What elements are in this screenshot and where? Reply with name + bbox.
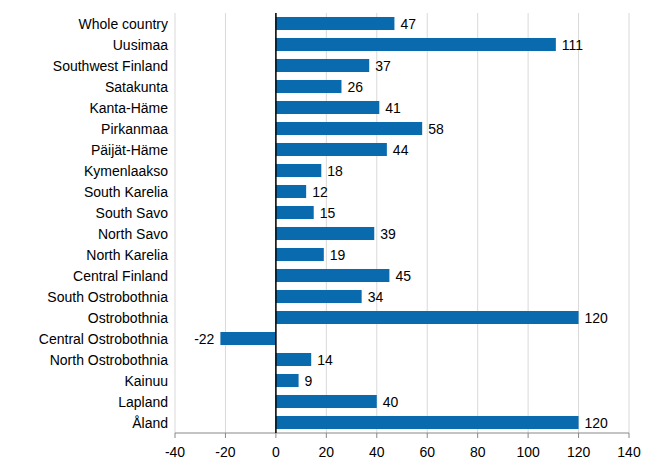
data-label: 41 [385, 100, 401, 116]
tick-label: -20 [215, 444, 235, 460]
category-label: Ostrobothnia [88, 310, 168, 326]
grid-line [326, 13, 327, 433]
x-axis-line [175, 433, 629, 434]
bar [276, 227, 374, 240]
bar [276, 17, 395, 30]
tick-label: 100 [516, 444, 540, 460]
bar [276, 353, 311, 366]
data-label: 14 [317, 352, 333, 368]
grid-line [629, 13, 630, 433]
tick-mark [528, 433, 529, 438]
tick-mark [578, 433, 579, 438]
bar [276, 206, 314, 219]
bar [276, 38, 556, 51]
tick-mark [629, 433, 630, 438]
grid-line [175, 13, 176, 433]
category-label: Central Ostrobothnia [39, 331, 168, 347]
category-label: Åland [132, 415, 168, 431]
data-label: 9 [305, 373, 313, 389]
category-label: Kainuu [124, 373, 168, 389]
category-label: Central Finland [73, 268, 168, 284]
tick-label: 80 [470, 444, 486, 460]
tick-mark [427, 433, 428, 438]
grid [175, 13, 629, 433]
category-label: South Savo [96, 205, 169, 221]
bar [276, 164, 321, 177]
data-label: 34 [368, 289, 384, 305]
tick-label: 140 [617, 444, 641, 460]
category-label: Satakunta [105, 79, 168, 95]
data-label: 44 [393, 142, 409, 158]
category-label: Kymenlaakso [84, 163, 168, 179]
tick-mark [477, 433, 478, 438]
grid-line [225, 13, 226, 433]
grid-line [528, 13, 529, 433]
tick-mark [326, 433, 327, 438]
grid-line [578, 13, 579, 433]
data-label: 39 [380, 226, 396, 242]
bar [276, 269, 390, 282]
bar [276, 290, 362, 303]
category-label: North Karelia [86, 247, 168, 263]
category-label: North Ostrobothnia [50, 352, 168, 368]
bar [276, 311, 579, 324]
data-label: 19 [330, 247, 346, 263]
data-label: -22 [194, 331, 214, 347]
bar [276, 101, 379, 114]
data-label: 120 [585, 415, 609, 431]
grid-line [275, 13, 276, 433]
bar [276, 374, 299, 387]
category-label: Lapland [118, 394, 168, 410]
bar [276, 185, 306, 198]
tick-label: 120 [567, 444, 591, 460]
data-label: 111 [562, 37, 583, 53]
category-label: Kanta-Häme [89, 100, 168, 116]
grid-line [477, 13, 478, 433]
chart-root: -40 -20 0 20 40 60 80 100 120 140 47 Whole country 1… [0, 0, 663, 475]
bars [220, 17, 578, 429]
bar [276, 143, 387, 156]
data-label: 15 [320, 205, 336, 221]
data-label: 18 [327, 163, 343, 179]
category-label: Päijät-Häme [91, 142, 168, 158]
bar [276, 395, 377, 408]
bar [220, 332, 275, 345]
data-label: 120 [585, 310, 609, 326]
category-label: South Karelia [84, 184, 168, 200]
grid-line [376, 13, 377, 433]
bar [276, 248, 324, 261]
category-label: Whole country [79, 16, 168, 32]
data-label: 26 [347, 79, 363, 95]
data-label: 12 [312, 184, 328, 200]
tick-label: 20 [319, 444, 335, 460]
zero-axis-line [275, 13, 277, 433]
bar [276, 122, 422, 135]
data-label: 58 [428, 121, 444, 137]
category-label: Pirkanmaa [101, 121, 168, 137]
category-label: Southwest Finland [53, 58, 168, 74]
bar [276, 80, 342, 93]
data-label: 45 [395, 268, 411, 284]
bar [276, 416, 579, 429]
data-label: 47 [400, 16, 416, 32]
tick-mark [225, 433, 226, 438]
category-label: South Ostrobothnia [47, 289, 168, 305]
tick-label: 40 [369, 444, 385, 460]
category-label: North Savo [98, 226, 168, 242]
tick-label: 0 [272, 444, 280, 460]
tick-label: -40 [165, 444, 185, 460]
grid-line [427, 13, 428, 433]
tick-mark [376, 433, 377, 438]
tick-label: 60 [419, 444, 435, 460]
category-label: Uusimaa [113, 37, 168, 53]
chart: -40 -20 0 20 40 60 80 100 120 140 47 Whole country 1… [0, 0, 663, 475]
bar [276, 59, 369, 72]
data-label: 40 [383, 394, 399, 410]
tick-mark [175, 433, 176, 438]
data-label: 37 [375, 58, 391, 74]
tick-mark [275, 433, 276, 438]
